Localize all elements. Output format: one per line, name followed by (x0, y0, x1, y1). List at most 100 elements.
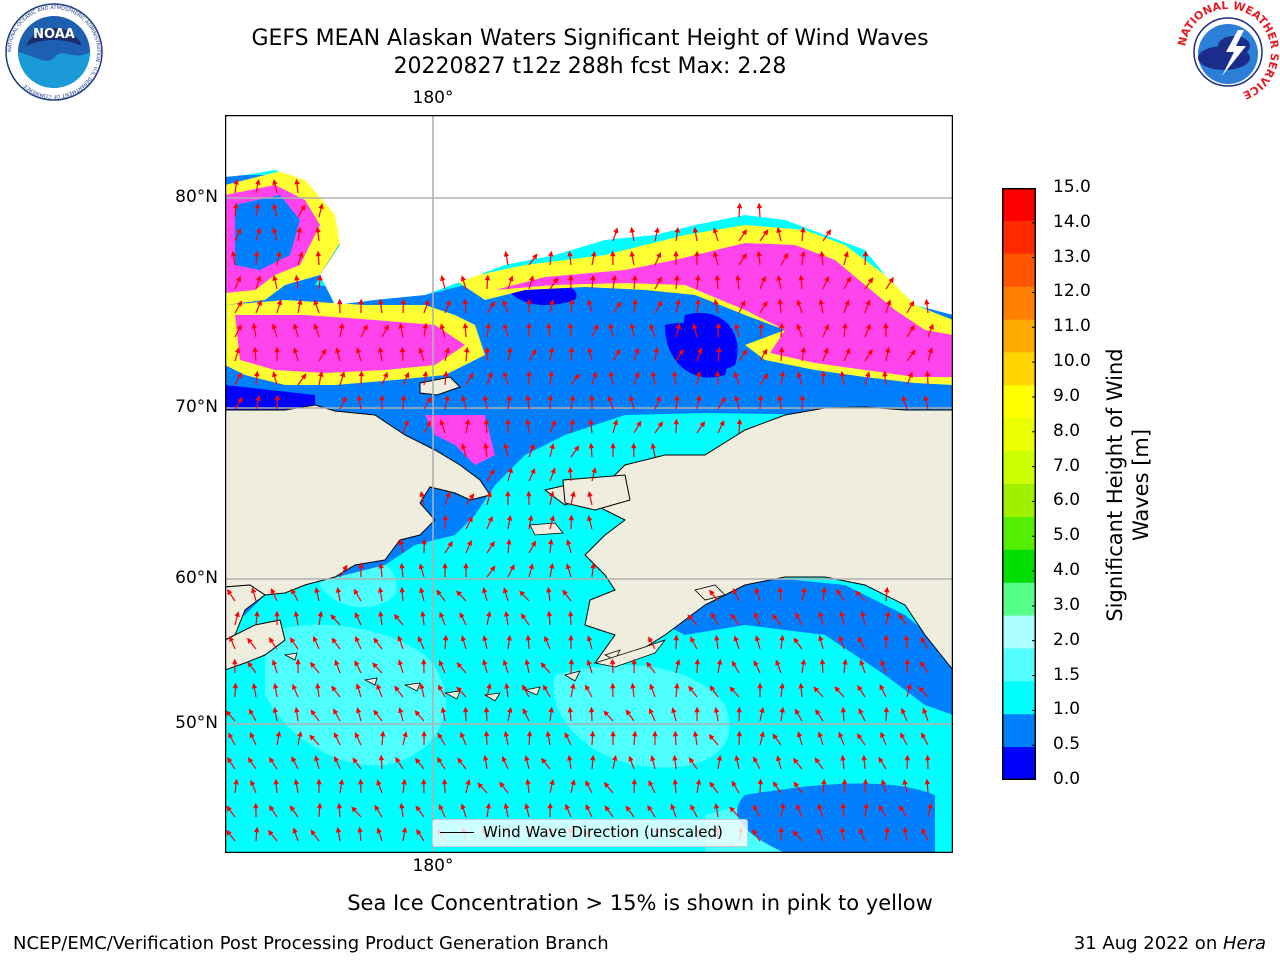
wave-direction-arrowhead (460, 275, 467, 282)
wave-direction-arrowhead (612, 754, 618, 761)
wave-direction-arrowhead (779, 706, 785, 713)
wave-direction-arrowhead (482, 394, 489, 401)
wave-direction-arrowhead (317, 610, 324, 617)
colorbar-tick-label: 9.0 (1053, 385, 1081, 406)
wave-direction-arrowhead (587, 346, 593, 353)
wave-direction-arrowhead (779, 682, 785, 689)
wave-direction-arrowhead (236, 227, 242, 235)
wave-direction-arrowhead (796, 731, 803, 738)
footer-credit: NCEP/EMC/Verification Post Processing Pr… (13, 933, 609, 954)
wave-direction-arrowhead (923, 394, 929, 402)
wave-direction-arrowhead (776, 755, 782, 762)
wave-direction-arrowhead (650, 442, 656, 449)
wave-direction-arrowhead (380, 730, 386, 737)
wave-direction-arrowhead (255, 395, 261, 402)
wave-direction-arrowhead (374, 804, 380, 811)
wave-direction-arrowhead (694, 658, 701, 665)
wave-direction-arrowhead (358, 562, 364, 569)
wave-direction-arrowhead (820, 370, 827, 377)
wave-direction-arrowhead (485, 322, 491, 329)
wave-direction-arrowhead (337, 298, 343, 305)
colorbar-border (1002, 188, 1036, 780)
wave-direction-arrowhead (442, 634, 449, 641)
wave-direction-arrowhead (506, 634, 512, 641)
wave-direction-arrowhead (477, 782, 483, 789)
wave-direction-arrowhead (716, 754, 723, 761)
wave-direction-arrowhead (300, 373, 307, 380)
wave-direction-arrowhead (294, 274, 300, 281)
wave-direction-arrowhead (522, 708, 528, 715)
colorbar-segment (1002, 352, 1036, 386)
wave-direction-arrowhead (824, 275, 830, 283)
wave-direction-arrowhead (333, 731, 339, 739)
wave-direction-arrowhead (525, 778, 531, 785)
wave-direction-arrowhead (460, 731, 466, 738)
wave-direction-arrowhead (591, 467, 597, 474)
wave-direction-arrowhead (276, 250, 282, 257)
wave-direction-arrowhead (673, 418, 679, 425)
wave-direction-arrowhead (817, 827, 823, 835)
wave-direction-arrowhead (736, 706, 742, 713)
wave-direction-arrowhead (415, 805, 422, 812)
wave-direction-arrowhead (548, 346, 555, 353)
wave-direction-arrowhead (309, 734, 316, 741)
wave-direction-arrowhead (373, 709, 379, 716)
wave-direction-arrowhead (798, 274, 804, 281)
wave-direction-arrowhead (762, 373, 769, 380)
wave-direction-arrowhead (657, 300, 663, 307)
wave-direction-arrowhead (460, 803, 466, 810)
wave-direction-arrowhead (904, 658, 911, 665)
wave-direction-arrowhead (625, 805, 631, 812)
wave-direction-arrowhead (858, 708, 864, 715)
wave-direction-arrowhead (570, 682, 576, 689)
wave-direction-arrowhead (468, 372, 474, 379)
wave-direction-arrowhead (546, 586, 552, 593)
wave-direction-arrowhead (793, 637, 799, 644)
wave-direction-arrowhead (585, 684, 591, 691)
colorbar-segment (1002, 549, 1036, 584)
wave-direction-arrowhead (352, 757, 358, 764)
wave-direction-arrowhead (699, 421, 706, 428)
wave-direction-arrowhead (879, 684, 885, 691)
wave-direction-arrowhead (591, 250, 597, 257)
wave-direction-arrowhead (862, 250, 869, 257)
wave-direction-arrowhead (532, 253, 538, 260)
wave-direction-arrowhead (420, 610, 426, 617)
wave-direction-arrowhead (255, 178, 261, 186)
map-border (225, 115, 953, 853)
wave-direction-arrowhead (545, 730, 551, 737)
wave-direction-arrowhead (502, 587, 509, 594)
colorbar-tick-label: 1.5 (1053, 664, 1081, 685)
wave-direction-arrowhead (314, 755, 320, 762)
wave-direction-arrowhead (818, 611, 824, 618)
wave-direction-arrowhead (719, 420, 725, 427)
wave-direction-arrowhead (568, 346, 575, 353)
wave-direction-arrowhead (462, 298, 469, 305)
wave-direction-arrowhead (508, 275, 514, 282)
footer-date-text: 31 Aug 2022 on (1073, 933, 1223, 954)
wave-direction-arrowhead (795, 612, 801, 619)
wave-direction-arrowhead (883, 322, 889, 329)
wave-direction-arrowhead (354, 660, 360, 667)
wave-direction-arrowhead (549, 515, 555, 522)
wave-direction-arrowhead (796, 299, 802, 306)
wave-direction-arrowhead (443, 370, 449, 377)
wave-direction-arrowhead (840, 802, 846, 809)
colorbar-tick-label: 11.0 (1053, 316, 1091, 337)
wave-direction-arrowhead (489, 468, 495, 476)
wave-direction-arrowhead (445, 491, 451, 498)
wave-direction-arrowhead (910, 349, 916, 356)
wave-direction-arrowhead (695, 778, 702, 785)
wave-direction-arrowhead (525, 418, 531, 425)
wave-direction-arrowhead (226, 589, 233, 596)
land-seward-peninsula (562, 474, 631, 511)
wave-direction-arrowhead (289, 805, 296, 812)
wave-direction-arrowhead (714, 370, 721, 377)
nws-logo: NATIONAL WEATHER SERVICE (1176, 0, 1280, 102)
wave-direction-arrowhead (656, 251, 662, 259)
lon-label-bottom-180: 180° (412, 856, 454, 876)
wave-direction-arrowhead (548, 538, 554, 545)
wave-direction-arrowhead (884, 826, 890, 833)
wave-direction-arrowhead (312, 635, 318, 643)
wave-direction-arrowhead (379, 394, 385, 401)
